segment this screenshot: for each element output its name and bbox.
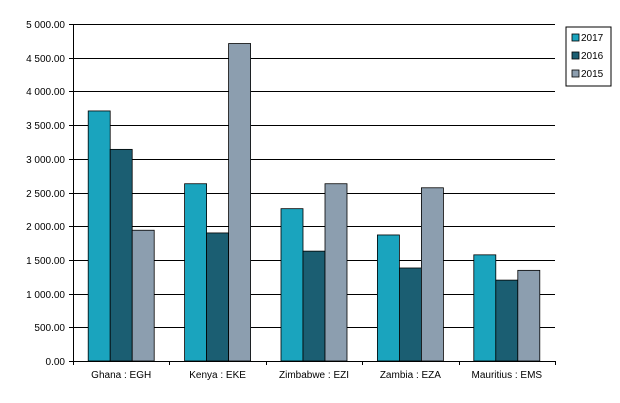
y-tick-label: 2 500.00: [26, 189, 65, 200]
x-tick-label: Kenya : EKE: [189, 370, 246, 381]
bar-2017-1: [184, 183, 208, 362]
x-tick-labels: Ghana : EGH Kenya : EKE Zimbabwe : EZI Zamb…: [91, 370, 542, 381]
bar-2017-4: [473, 254, 497, 362]
legend-swatch-2017: [571, 33, 580, 42]
bar-2017-0: [87, 110, 111, 362]
y-tick-label: 4 000.00: [26, 87, 65, 98]
y-tick-label: 500.00: [34, 323, 65, 334]
y-tick-label: 3 500.00: [26, 121, 65, 132]
bar-2016-3: [398, 267, 422, 362]
y-tick-label: 2 000.00: [26, 222, 65, 233]
bar-2016-4: [495, 279, 519, 362]
y-tick-label: 0.00: [46, 357, 66, 368]
y-tick-label: 1 500.00: [26, 256, 65, 267]
x-tick-label: Ghana : EGH: [91, 370, 151, 381]
bar-2015-0: [131, 229, 155, 362]
bar-2015-4: [517, 269, 541, 362]
bar-2015-2: [324, 183, 348, 362]
bar-2017-3: [376, 234, 400, 362]
y-tick-label: 3 000.00: [26, 155, 65, 166]
bar-2016-2: [302, 250, 326, 362]
legend-swatch-2015: [571, 69, 580, 78]
legend: 2017 2016 2015: [565, 26, 612, 87]
y-tick-label: 4 500.00: [26, 54, 65, 65]
y-tick-labels: 0.00 500.00 1 000.00 1 500.00 2 000.00 2 500.…: [26, 20, 65, 368]
y-tick-label: 1 000.00: [26, 290, 65, 301]
bar-2015-1: [228, 43, 252, 362]
bar-2015-3: [420, 187, 444, 362]
x-tick-label: Mauritius : EMS: [472, 370, 543, 381]
legend-label-2015: 2015: [581, 69, 604, 80]
axes: [73, 24, 556, 365]
bar-2016-1: [206, 232, 230, 362]
x-tick-label: Zambia : EZA: [380, 370, 441, 381]
bar-2017-2: [280, 208, 304, 362]
y-tick-label: 5 000.00: [26, 20, 65, 31]
bar-2016-0: [109, 148, 133, 362]
legend-label-2016: 2016: [581, 51, 604, 62]
legend-label-2017: 2017: [581, 33, 604, 44]
x-tick-label: Zimbabwe : EZI: [279, 370, 349, 381]
legend-swatch-2016: [571, 51, 580, 60]
